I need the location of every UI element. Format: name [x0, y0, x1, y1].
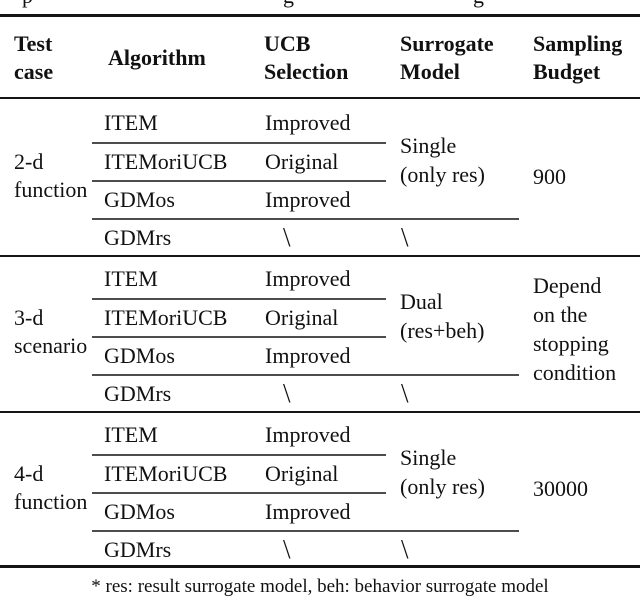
group-separator-rule — [0, 255, 640, 257]
cell-ucb-selection-none: \ — [283, 222, 291, 252]
column-rule — [92, 374, 519, 376]
cell-sampling-budget: 30000 — [533, 476, 588, 501]
cell-surrogate-model: (only res) — [400, 474, 485, 499]
column-rule — [92, 454, 386, 456]
cell-test-case: 3-d — [14, 305, 44, 330]
column-header-ucb-selection: Selection — [264, 59, 349, 84]
cell-algorithm: GDMrs — [104, 225, 172, 250]
column-header-algorithm: Algorithm — [108, 45, 206, 70]
column-rule — [92, 492, 386, 494]
column-header-surrogate-model: Model — [400, 59, 460, 84]
cell-sampling-budget: Depend — [533, 273, 602, 298]
column-rule — [92, 218, 519, 220]
cell-surrogate-model: Single — [400, 445, 457, 470]
column-rule — [92, 142, 386, 144]
cell-algorithm: ITEMoriUCB — [104, 149, 228, 174]
cell-surrogate-none: \ — [401, 534, 409, 564]
cell-test-case: 4-d — [14, 461, 44, 486]
cell-ucb-selection: Original — [265, 461, 339, 486]
table-footnote: * res: result surrogate model, beh: beha… — [91, 576, 549, 597]
cell-ucb-selection: Improved — [265, 110, 351, 135]
caption-fragment: p — [22, 0, 33, 7]
cell-surrogate-none: \ — [401, 222, 409, 252]
column-rule — [92, 530, 519, 532]
cell-surrogate-none: \ — [401, 378, 409, 408]
cell-ucb-selection: Original — [265, 305, 339, 330]
cell-test-case: function — [14, 177, 88, 202]
column-header-surrogate-model: Surrogate — [400, 31, 494, 56]
group-separator-rule — [0, 411, 640, 413]
column-header-sampling-budget: Sampling — [533, 31, 623, 56]
cell-sampling-budget: on the — [533, 302, 588, 327]
cell-ucb-selection: Improved — [265, 187, 351, 212]
cell-test-case: 2-d — [14, 149, 44, 174]
cell-algorithm: GDMos — [104, 187, 175, 212]
cell-sampling-budget: condition — [533, 360, 617, 385]
cell-algorithm: GDMrs — [104, 381, 172, 406]
cell-algorithm: ITEM — [104, 266, 158, 291]
cell-algorithm: GDMos — [104, 343, 175, 368]
caption-fragment: g — [473, 0, 484, 7]
cell-ucb-selection-none: \ — [283, 378, 291, 408]
cell-ucb-selection: Improved — [265, 422, 351, 447]
column-header-test-case: case — [14, 59, 54, 84]
cell-ucb-selection: Improved — [265, 343, 351, 368]
table-group-2d: 2-d function ITEM Improved ITEMoriUCB Or… — [0, 100, 640, 256]
cell-algorithm: GDMos — [104, 499, 175, 524]
table-group-3d: 3-d scenario ITEM Improved ITEMoriUCB Or… — [0, 256, 640, 412]
column-rule — [92, 336, 386, 338]
cell-algorithm: ITEMoriUCB — [104, 305, 228, 330]
cell-test-case: function — [14, 489, 88, 514]
cell-ucb-selection: Original — [265, 149, 339, 174]
cell-algorithm: ITEM — [104, 110, 158, 135]
column-rule — [92, 298, 386, 300]
cell-surrogate-model: Single — [400, 133, 457, 158]
table-group-4d: 4-d function ITEM Improved ITEMoriUCB Or… — [0, 412, 640, 568]
column-header-sampling-budget: Budget — [533, 59, 601, 84]
header-rule — [0, 97, 640, 99]
cell-test-case: scenario — [14, 333, 88, 358]
table-top-rule — [0, 14, 640, 17]
caption-fragment: g — [283, 0, 294, 7]
cell-ucb-selection-none: \ — [283, 534, 291, 564]
cell-ucb-selection: Improved — [265, 266, 351, 291]
column-header-test-case: Test — [14, 31, 53, 56]
cell-surrogate-model: (only res) — [400, 162, 485, 187]
column-rule — [92, 180, 386, 182]
cropped-caption: p g g — [0, 0, 640, 13]
cell-sampling-budget: 900 — [533, 164, 566, 189]
cell-algorithm: GDMrs — [104, 537, 172, 562]
cell-algorithm: ITEMoriUCB — [104, 461, 228, 486]
cell-algorithm: ITEM — [104, 422, 158, 447]
cell-surrogate-model: (res+beh) — [400, 318, 485, 343]
cell-sampling-budget: stopping — [533, 331, 609, 356]
cell-surrogate-model: Dual — [400, 289, 443, 314]
cell-ucb-selection: Improved — [265, 499, 351, 524]
column-header-ucb-selection: UCB — [264, 31, 311, 56]
table-bottom-rule — [0, 565, 640, 568]
